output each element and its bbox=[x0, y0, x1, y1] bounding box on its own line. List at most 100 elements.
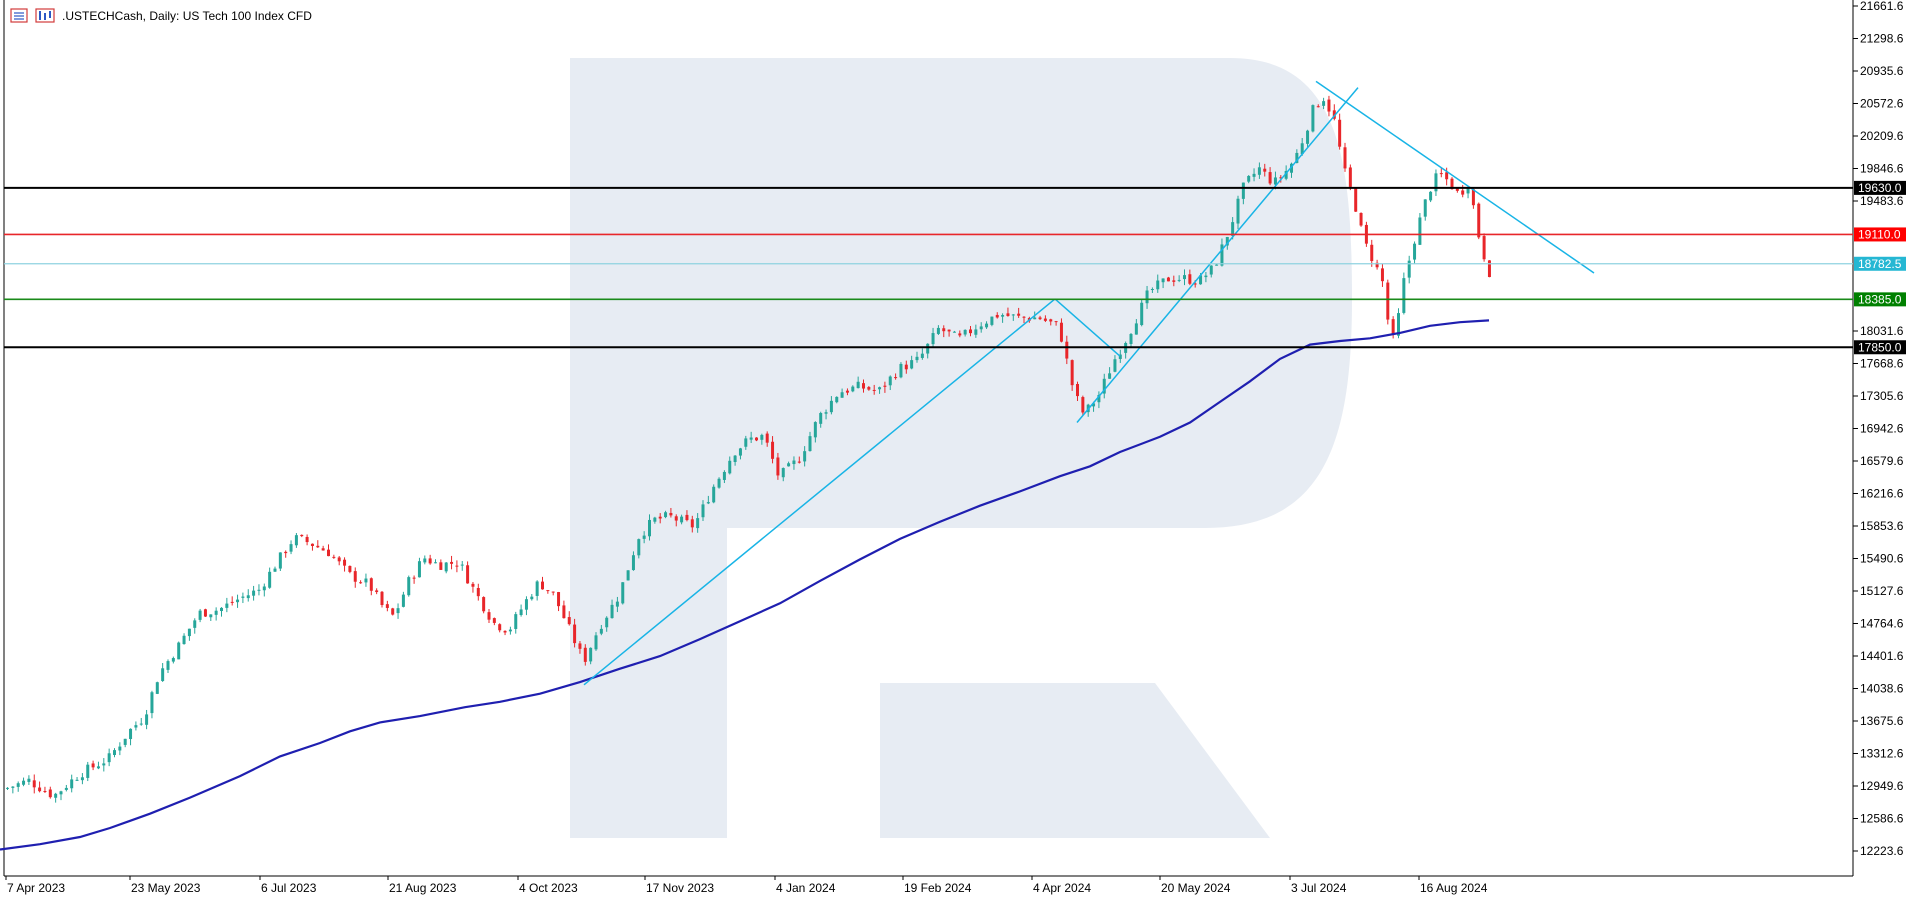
candle bbox=[1332, 104, 1336, 121]
y-tick-label: 21661.6 bbox=[1860, 0, 1904, 13]
candle bbox=[466, 561, 470, 584]
candle bbox=[829, 396, 833, 415]
level-price-badge bbox=[1854, 292, 1906, 307]
candle bbox=[1370, 239, 1374, 267]
candle bbox=[375, 588, 379, 595]
x-tick-label: 6 Jul 2023 bbox=[261, 881, 317, 895]
candle bbox=[1236, 195, 1240, 230]
candle bbox=[990, 316, 994, 327]
candle bbox=[498, 623, 502, 633]
candle bbox=[129, 728, 133, 746]
candle bbox=[706, 495, 710, 505]
candle bbox=[32, 774, 36, 794]
y-tick-label: 14038.6 bbox=[1860, 682, 1904, 696]
candle bbox=[926, 343, 930, 359]
candle bbox=[385, 600, 389, 612]
candle bbox=[1429, 191, 1433, 203]
candle bbox=[236, 594, 240, 608]
candle bbox=[123, 738, 127, 748]
candle bbox=[717, 477, 721, 489]
levels-group: 19630.0 19110.0 18782.5 18385.0 17850.0 bbox=[4, 180, 1906, 355]
candle bbox=[503, 630, 507, 636]
trendline-uptrend-2[interactable] bbox=[1076, 87, 1359, 423]
candle bbox=[476, 583, 480, 601]
candle bbox=[1375, 259, 1379, 270]
candle bbox=[541, 576, 544, 590]
y-tick-label: 20209.6 bbox=[1860, 129, 1904, 143]
trendline-uptrend-1[interactable] bbox=[583, 298, 1056, 686]
candle bbox=[669, 507, 673, 518]
candle bbox=[1001, 313, 1005, 323]
y-tick-label: 17668.6 bbox=[1860, 357, 1904, 371]
candle bbox=[1172, 275, 1176, 287]
candle bbox=[155, 681, 159, 695]
candle bbox=[824, 409, 828, 420]
candle bbox=[524, 596, 528, 616]
candle bbox=[573, 618, 577, 648]
y-tick-label: 20572.6 bbox=[1860, 97, 1904, 111]
candle bbox=[819, 411, 823, 428]
candle bbox=[1380, 263, 1384, 287]
candle bbox=[134, 721, 138, 731]
y-tick-label: 15127.6 bbox=[1860, 584, 1904, 598]
candle bbox=[492, 617, 496, 626]
candle bbox=[765, 431, 769, 447]
candle bbox=[1354, 187, 1358, 212]
candle bbox=[1129, 333, 1133, 348]
candle bbox=[22, 777, 26, 787]
trendline-downtrend[interactable] bbox=[1315, 80, 1595, 274]
candle bbox=[241, 592, 245, 604]
y-tick-label: 14764.6 bbox=[1860, 617, 1904, 631]
candle bbox=[1413, 241, 1417, 264]
chart-bars-icon[interactable] bbox=[35, 8, 55, 23]
candle bbox=[343, 557, 347, 572]
candle bbox=[862, 379, 865, 393]
level-price-label: 18385.0 bbox=[1858, 292, 1902, 306]
y-tick-label: 19846.6 bbox=[1860, 162, 1904, 176]
candle bbox=[284, 550, 288, 558]
candle bbox=[1359, 212, 1363, 227]
candle bbox=[878, 386, 882, 394]
candle bbox=[519, 604, 523, 617]
candle bbox=[1220, 238, 1224, 267]
candle bbox=[113, 748, 116, 758]
candle bbox=[894, 373, 898, 380]
candle bbox=[1118, 349, 1122, 363]
candle bbox=[712, 484, 716, 504]
candle bbox=[86, 761, 90, 782]
candle bbox=[203, 608, 207, 617]
candle bbox=[107, 748, 111, 767]
candle bbox=[744, 435, 748, 450]
candle bbox=[364, 573, 368, 587]
candle bbox=[851, 385, 855, 393]
candle bbox=[915, 351, 919, 363]
candle bbox=[300, 534, 304, 538]
candle bbox=[1241, 182, 1245, 205]
candle bbox=[813, 421, 817, 443]
candle bbox=[423, 555, 427, 565]
candle bbox=[166, 659, 170, 673]
candle bbox=[947, 329, 951, 337]
candle bbox=[171, 656, 175, 664]
indicator-list-icon[interactable] bbox=[10, 8, 28, 23]
candle bbox=[755, 437, 758, 442]
candle bbox=[910, 355, 914, 370]
candle bbox=[621, 582, 625, 605]
x-tick-label: 4 Apr 2024 bbox=[1033, 881, 1091, 895]
candle bbox=[369, 577, 373, 596]
level-price-badge bbox=[1854, 340, 1906, 355]
candle bbox=[1113, 355, 1117, 373]
candle bbox=[359, 580, 363, 584]
x-tick-label: 17 Nov 2023 bbox=[646, 881, 714, 895]
candle bbox=[11, 786, 15, 794]
candle bbox=[1043, 315, 1047, 323]
candle bbox=[268, 567, 272, 589]
candle bbox=[1311, 104, 1315, 133]
candle bbox=[91, 760, 95, 771]
candle bbox=[931, 327, 935, 347]
candle bbox=[845, 388, 849, 396]
candle bbox=[1076, 381, 1079, 402]
candle bbox=[1268, 167, 1272, 186]
level-price-label: 18782.5 bbox=[1858, 257, 1902, 271]
